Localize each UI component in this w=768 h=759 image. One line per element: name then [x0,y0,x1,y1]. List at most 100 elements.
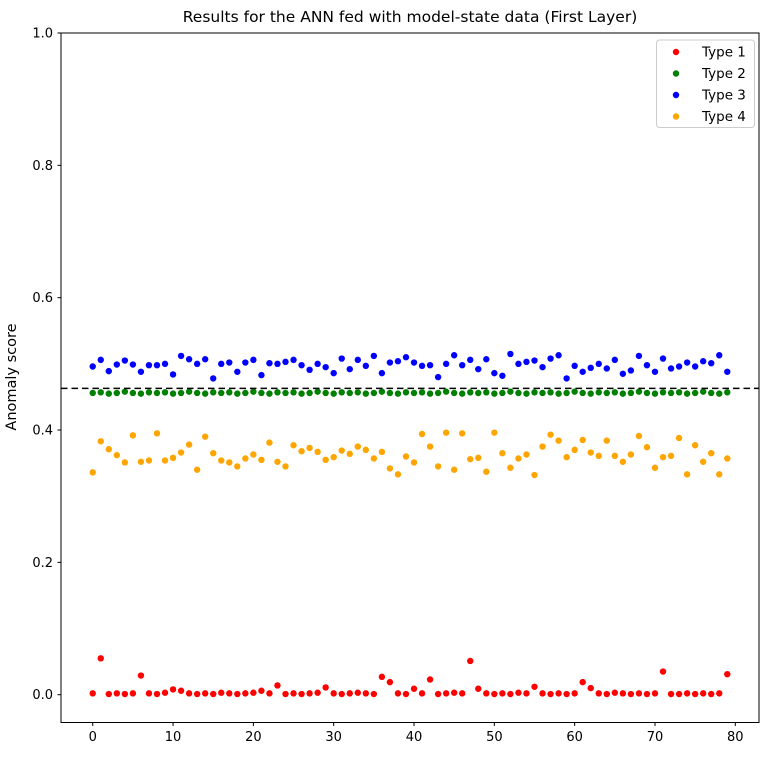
series-type-3 [89,350,731,382]
data-point [675,434,683,442]
y-tick-label: 0.8 [32,159,53,174]
data-point [177,449,185,456]
data-point [587,364,594,372]
data-point [258,456,265,464]
data-point [362,390,370,397]
data-point [370,389,378,397]
data-point [531,471,538,479]
legend-marker-icon [672,48,680,56]
data-point [635,352,643,360]
data-point [555,352,562,359]
data-point [675,690,683,698]
data-point [145,690,153,697]
data-point [579,436,586,444]
data-point [201,390,209,397]
y-tick-label: 0.2 [32,556,53,571]
data-point [523,451,530,458]
x-tick-label: 80 [727,730,744,745]
data-point [113,690,121,697]
data-point [330,390,337,397]
chart-title: Results for the ANN fed with model-state… [183,8,638,26]
data-point [587,684,594,692]
data-point [459,690,466,697]
data-point [346,690,353,697]
legend-item-type-4: Type 4 [672,109,746,125]
data-point [153,430,161,437]
data-point [434,373,442,381]
data-point [250,356,257,364]
data-point [643,690,651,698]
data-point [475,685,482,692]
data-point [426,443,434,450]
data-point [499,372,506,379]
data-point [651,690,659,697]
data-point [266,390,273,397]
data-point [691,690,699,698]
legend-label: Type 4 [701,109,746,125]
data-point [226,690,233,697]
data-point [667,690,675,698]
data-point [218,389,225,397]
data-point [683,390,691,397]
data-point [627,690,635,698]
data-point [515,389,522,397]
data-point [386,389,394,397]
data-point [338,690,345,698]
data-point [410,685,418,692]
data-point [539,363,546,371]
legend-label: Type 2 [701,66,746,82]
data-point [434,690,442,698]
data-point [362,446,370,454]
data-point [338,447,345,454]
data-point [555,390,562,397]
y-tick-label: 0.6 [32,291,53,306]
data-point [218,360,225,368]
data-point [724,455,731,462]
data-point [298,361,305,369]
data-point [137,390,145,397]
data-point [659,355,667,362]
data-point [402,453,410,460]
data-point [322,684,329,691]
data-point [442,360,450,368]
data-point [531,357,538,364]
data-point [105,367,112,375]
data-point [129,690,137,697]
legend-box [656,39,755,128]
data-point [643,444,651,451]
data-point [193,466,201,473]
data-point [121,388,129,395]
data-point [459,361,466,369]
data-point [611,389,619,396]
data-point [161,457,169,464]
data-point [627,451,635,458]
data-point [467,657,474,665]
data-point [571,362,578,370]
data-point [595,690,602,697]
data-point [242,455,249,462]
data-point [426,390,434,397]
data-point [201,433,209,440]
data-point [667,365,675,372]
data-point [322,389,329,397]
data-point [330,690,337,697]
data-point [129,361,137,368]
data-point [491,390,498,397]
data-point [386,465,394,472]
data-point [145,457,153,464]
data-point [282,389,289,397]
data-point [234,368,241,375]
data-point [169,390,177,397]
data-point [467,389,474,396]
x-tick-label: 40 [406,730,423,745]
data-point [306,366,313,374]
series-type-2 [89,388,731,397]
data-point [298,390,305,397]
data-point [563,690,570,698]
data-point [169,371,177,378]
data-point [603,690,610,698]
data-point [587,390,594,397]
data-point [442,429,450,436]
data-point [491,690,498,698]
data-point [483,389,490,396]
